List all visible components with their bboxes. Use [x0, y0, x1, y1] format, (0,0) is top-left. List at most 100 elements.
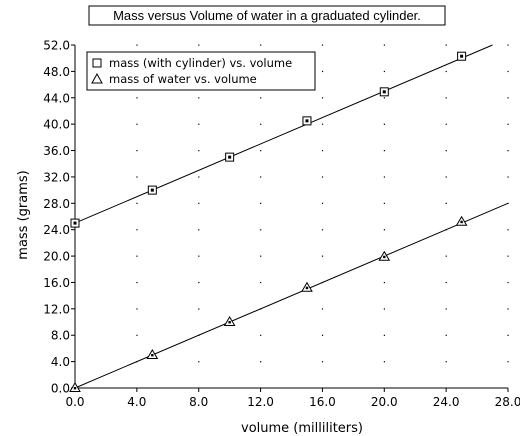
grid-dot — [445, 361, 447, 363]
x-tick-label: 20.0 — [371, 395, 398, 409]
grid-dot — [383, 97, 385, 99]
grid-dot — [260, 44, 262, 46]
y-tick-label: 48.0 — [43, 65, 70, 79]
grid-dot — [445, 97, 447, 99]
grid-dot — [136, 44, 138, 46]
grid-dot — [507, 70, 509, 73]
grid-dot — [383, 281, 385, 284]
grid-dot — [321, 334, 324, 336]
grid-dot — [198, 255, 200, 257]
x-tick-label: 16.0 — [309, 395, 336, 409]
triangle-marker-center — [305, 286, 309, 290]
grid-dot — [445, 281, 447, 284]
grid-dot — [321, 202, 324, 205]
grid-dot — [507, 281, 509, 284]
grid-dot — [198, 229, 200, 231]
square-marker-center — [150, 188, 154, 192]
grid-dot — [321, 361, 324, 363]
y-tick-label: 36.0 — [43, 144, 70, 158]
y-tick-label: 20.0 — [43, 250, 70, 264]
grid-dot — [136, 255, 138, 257]
grid-dot — [136, 308, 138, 310]
grid-dot — [198, 176, 200, 178]
grid-dot — [507, 308, 509, 310]
grid-dot — [136, 123, 138, 125]
grid-dot — [260, 255, 262, 257]
grid-dot — [198, 150, 200, 152]
grid-dot — [321, 229, 324, 231]
grid-dot — [260, 334, 262, 336]
grid-dot — [383, 44, 385, 46]
grid-dot — [198, 202, 200, 205]
grid-dot — [507, 150, 509, 152]
grid-dot — [198, 308, 200, 310]
grid-dot — [507, 361, 509, 363]
grid-dot — [321, 123, 324, 125]
data-point-series-1 — [457, 51, 467, 61]
data-point-series-1 — [302, 116, 312, 126]
data-point-series-2 — [455, 215, 468, 226]
y-tick-label: 44.0 — [43, 91, 70, 105]
grid-dot — [383, 123, 385, 125]
legend-label: mass (with cylinder) vs. volume — [109, 56, 292, 70]
square-marker-center — [460, 54, 464, 58]
grid-dot — [507, 44, 509, 46]
grid-dot — [260, 229, 262, 231]
triangle-marker-center — [73, 387, 77, 390]
grid-dot — [445, 44, 447, 46]
data-point-series-1 — [225, 152, 235, 162]
grid-dot — [507, 229, 509, 231]
legend-triangle-icon — [91, 72, 103, 84]
fit-line-series-1 — [74, 44, 493, 224]
grid-dot — [507, 123, 509, 125]
x-tick-label: 24.0 — [433, 395, 460, 409]
grid-dot — [383, 308, 385, 310]
legend-box — [86, 51, 316, 91]
triangle-marker-center — [228, 321, 231, 324]
square-marker-center — [228, 155, 232, 159]
markers — [69, 51, 468, 392]
grid-dot — [321, 255, 324, 257]
y-axis-label: mass (grams) — [16, 170, 31, 259]
grid-dot — [260, 361, 262, 363]
grid-dot — [383, 334, 385, 336]
grid-dot — [260, 123, 262, 125]
grid-dot — [260, 150, 262, 152]
triangle-marker-center — [151, 354, 154, 357]
y-tick-label: 16.0 — [43, 276, 70, 290]
square-marker-center — [305, 119, 309, 123]
grid-dot — [136, 229, 138, 231]
grid-dot — [445, 334, 447, 336]
grid-dot — [445, 308, 447, 310]
axes — [71, 44, 509, 392]
grid-dot — [383, 70, 385, 73]
grid-dot — [445, 255, 447, 257]
y-tick-label: 4.0 — [51, 355, 70, 369]
square-marker-center — [382, 90, 386, 94]
grid-dot — [198, 361, 200, 363]
grid-dot — [507, 334, 509, 336]
grid-dot — [321, 44, 324, 46]
legend-square-icon — [92, 58, 102, 68]
grid-dot — [260, 97, 262, 99]
square-marker-center — [73, 221, 77, 225]
tick-labels: 0.0 4.0 8.0 12.0 16.0 20.0 24.0 28.0 32.0 36.0 40.… — [43, 39, 520, 410]
y-tick-label: 52.0 — [43, 39, 70, 53]
data-point-series-1 — [70, 218, 80, 228]
grid-dot — [383, 229, 385, 231]
grid-dot — [445, 123, 447, 125]
data-point-series-2 — [69, 382, 81, 392]
grid-dot — [321, 97, 324, 99]
grid-dot — [136, 334, 138, 336]
y-tick-label: 8.0 — [51, 329, 70, 343]
y-tick-label: 0.0 — [51, 382, 70, 396]
y-tick-label: 28.0 — [43, 197, 70, 211]
grid — [136, 44, 509, 363]
grid-dot — [383, 176, 385, 178]
grid-dot — [136, 97, 138, 99]
grid-dot — [321, 150, 324, 152]
legend-entry-1: mass (with cylinder) vs. volume — [92, 56, 292, 70]
grid-dot — [507, 97, 509, 99]
grid-dot — [383, 202, 385, 205]
